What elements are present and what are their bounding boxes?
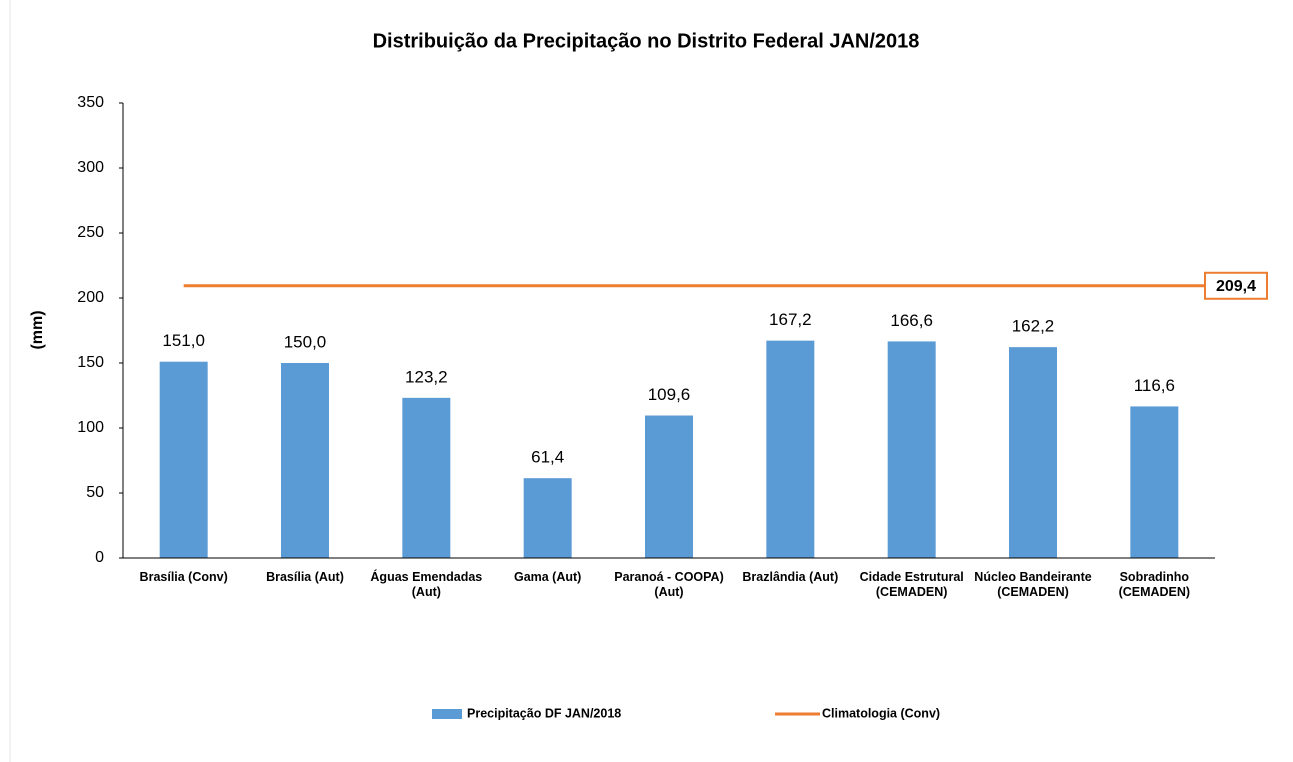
y-tick-label: 0 — [95, 549, 104, 566]
bar — [645, 415, 693, 558]
bar — [159, 361, 208, 558]
data-label: 123,2 — [405, 367, 448, 386]
bar — [402, 397, 451, 558]
bar — [281, 363, 329, 558]
x-tick-label: Cidade Estrutural (CEMADEN) — [859, 570, 964, 599]
y-tick-label: 100 — [77, 419, 104, 436]
bar — [1009, 347, 1057, 558]
data-label: 61,4 — [531, 448, 564, 467]
data-label: 116,6 — [1134, 376, 1175, 395]
reference-label-box — [1204, 271, 1268, 300]
x-tick-label: Águas Emendadas (Aut) — [370, 570, 483, 599]
data-label: 150,0 — [284, 332, 327, 351]
y-axis-label: (mm) — [29, 310, 46, 349]
bar — [523, 478, 572, 558]
x-tick-label: Brazlândia (Aut) — [742, 570, 839, 584]
x-tick-label: Paranoá - COOPA) (Aut) — [614, 570, 724, 599]
data-label: 167,2 — [769, 310, 812, 329]
y-tick-label: 50 — [86, 484, 104, 501]
x-tick-label: Gama (Aut) — [513, 570, 582, 584]
data-label: 162,2 — [1012, 317, 1055, 336]
y-tick-label: 350 — [77, 94, 104, 111]
y-tick-label: 200 — [77, 289, 104, 306]
bar — [1130, 406, 1179, 558]
data-label: 166,6 — [890, 311, 933, 330]
data-label: 151,0 — [162, 331, 205, 350]
legend-swatch — [432, 709, 462, 719]
bar — [766, 340, 815, 558]
legend-label: Climatologia (Conv) — [822, 706, 940, 720]
data-label: 109,6 — [648, 385, 691, 404]
bar — [887, 341, 936, 558]
y-tick-label: 300 — [77, 159, 104, 176]
y-tick-label: 150 — [77, 354, 104, 371]
legend-label: Precipitação DF JAN/2018 — [467, 706, 621, 720]
chart-title: Distribuição da Precipitação no Distrito… — [373, 30, 920, 52]
x-tick-label: Brasília (Aut) — [266, 570, 344, 584]
x-tick-label: Núcleo Bandeirante (CEMADEN) — [974, 570, 1092, 599]
x-tick-label: Sobradinho (CEMADEN) — [1118, 570, 1191, 599]
y-tick-label: 250 — [77, 224, 104, 241]
reference-label: 209,4 — [1216, 278, 1256, 295]
x-tick-label: Brasília (Conv) — [139, 570, 228, 584]
